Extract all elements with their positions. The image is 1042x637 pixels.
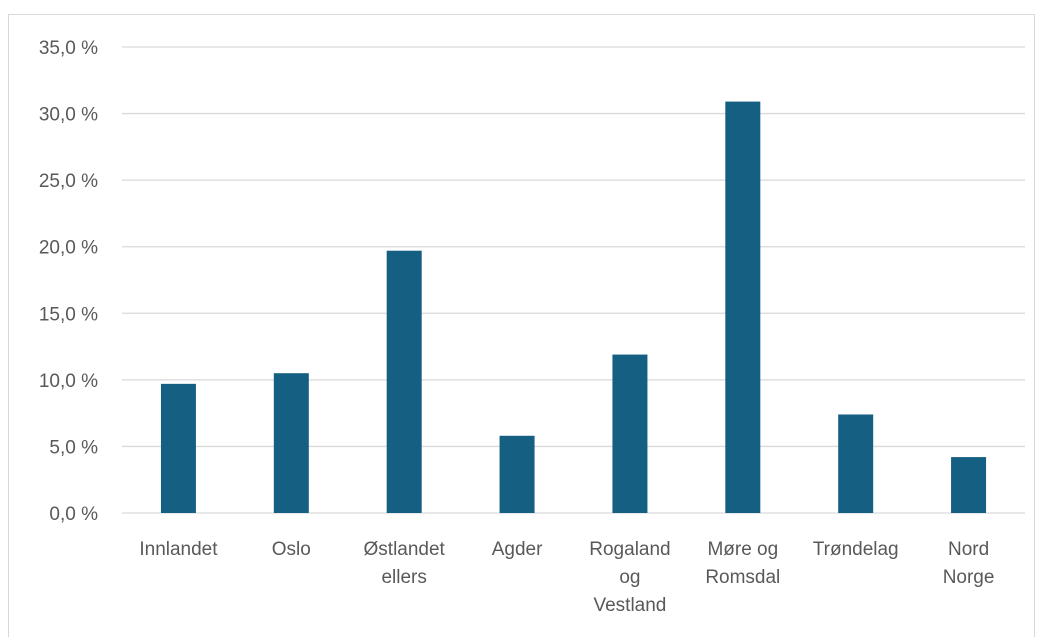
x-category-label: Møre og Romsdal	[705, 539, 780, 588]
x-category-label: Oslo	[272, 539, 311, 560]
y-tick-label: 25,0 %	[39, 171, 98, 192]
gridlines	[122, 46, 1025, 514]
y-tick-label: 0,0 %	[49, 504, 98, 525]
bars	[160, 101, 987, 514]
x-category-label: Nord Norge	[943, 539, 995, 588]
y-tick-label: 35,0 %	[39, 38, 98, 59]
bar	[951, 457, 987, 513]
bar	[160, 383, 196, 513]
bar	[725, 101, 761, 514]
bar	[273, 373, 309, 513]
y-tick-label: 15,0 %	[39, 304, 98, 325]
x-category-label: Rogaland og Vestland	[589, 539, 670, 616]
y-tick-label: 20,0 %	[39, 238, 98, 259]
bar	[612, 354, 648, 513]
bar	[386, 250, 422, 514]
chart-frame	[8, 14, 1035, 637]
bar	[499, 435, 535, 513]
x-axis-labels: Innlandet Oslo Østlandet ellers Agder Rogalan…	[139, 539, 994, 616]
x-category-label: Agder	[492, 539, 543, 560]
x-category-label: Trøndelag	[813, 539, 899, 560]
y-tick-label: 5,0 %	[49, 437, 98, 458]
x-category-label: Innlandet	[139, 539, 218, 560]
y-axis-ticks: 0,0 % 5,0 % 10,0 % 15,0 % 20,0 % 25,0 % 30,0 %…	[39, 38, 98, 525]
y-tick-label: 30,0 %	[39, 105, 98, 126]
x-category-label: Østlandet ellers	[364, 539, 446, 588]
y-tick-label: 10,0 %	[39, 371, 98, 392]
bar	[838, 414, 874, 513]
